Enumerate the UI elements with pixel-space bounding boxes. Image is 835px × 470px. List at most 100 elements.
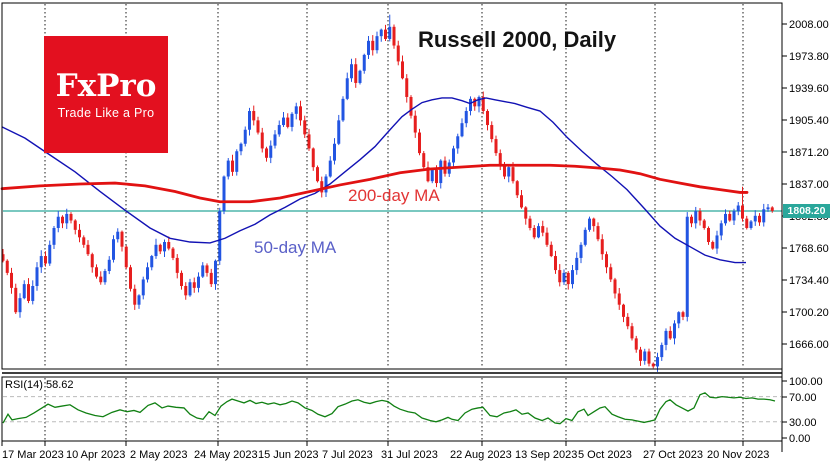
candle-body [528,218,532,228]
candle-body [452,148,455,163]
candle-body [384,29,387,39]
candle-body [269,145,273,158]
time-axis-label: 7 Jul 2023 [322,449,373,461]
candle-body [388,26,392,39]
candle-body [375,36,379,51]
candle-body [10,272,13,288]
candle-body [129,267,132,289]
candle-body [707,227,710,243]
candle-body [201,265,205,277]
candle-body [316,167,319,182]
candle-body [146,267,149,280]
candle-body [192,282,196,288]
candle-body [379,29,383,37]
candle-body [545,232,549,245]
candle-body [341,98,345,121]
candle-body [728,213,732,221]
candle-body [656,357,659,367]
candle-body [48,244,52,264]
candle-body [239,143,243,152]
candle-body [639,349,642,361]
candle-body [609,267,613,280]
candle-body [69,213,73,221]
price-axis-label: 1973.80 [789,51,829,63]
candle-body [481,96,485,112]
ma200-annotation: 200-day MA [348,186,440,205]
candle-body [367,40,370,55]
candle-body [396,45,400,62]
candle-body [575,257,579,271]
candle-body [405,78,409,97]
candle-body [371,40,375,51]
candle-body [758,215,761,223]
candle-body [571,270,574,285]
candle-body [558,270,562,283]
candle-body [413,115,417,133]
candle-body [290,113,294,127]
candle-body [702,220,706,228]
candle-body [719,223,723,236]
candle-body [243,129,247,144]
candle-body [477,96,481,107]
candle-body [137,295,141,305]
ma50-line [1,97,746,264]
candle-body [303,120,307,135]
candle-body [248,111,251,130]
candle-body [112,239,115,260]
candle-body [231,160,234,172]
candle-body [753,215,757,222]
candle-body [180,272,183,286]
candle-body [61,216,64,224]
candle-body [588,218,591,230]
candle-body [107,259,111,272]
candle-body [171,248,175,258]
candle-body [86,244,90,255]
candlestick-series [1,14,774,372]
time-axis-label: 2 May 2023 [130,449,187,461]
candle-body [745,218,749,228]
candle-body [418,132,421,154]
candle-body [473,98,477,107]
candle-body [605,254,608,268]
candle-body [277,125,281,135]
time-axis-label: 15 Jun 2023 [258,449,319,461]
candle-body [120,231,124,247]
current-price-tag: 1808.20 [783,204,830,218]
ma50-annotation: 50-day MA [254,238,337,257]
candle-body [749,221,753,228]
candle-body [273,134,277,146]
candle-body [235,151,239,172]
candle-body [265,148,268,158]
candle-body [566,272,570,285]
candle-body [154,244,158,257]
candle-body [1,254,5,261]
candle-body [617,293,621,305]
candle-body [541,226,545,233]
candle-body [520,195,523,208]
time-axis-label: 5 Oct 2023 [578,449,632,461]
candle-body [116,231,120,240]
time-axis-label: 13 Sep 2023 [515,449,577,461]
candle-body [464,111,468,124]
fxpro-logo: FxPro Trade Like a Pro [44,36,168,153]
candle-body [435,169,438,184]
time-axis-label: 24 May 2023 [194,449,258,461]
candle-body [256,120,260,133]
candle-body [150,256,154,268]
candle-body [732,211,736,221]
candle-body [294,106,298,114]
candle-body [549,244,553,257]
candle-body [205,265,209,273]
rsi-axis: 100.00 70.00 30.00 0.00 [782,376,823,445]
candle-body [218,211,222,261]
candle-body [99,276,103,283]
candle-body [409,96,413,116]
time-axis-label: 17 Mar 2023 [2,449,64,461]
candle-body [31,285,35,301]
candle-body [252,111,256,121]
candle-body [490,125,494,140]
candle-body [282,117,285,126]
candle-body [214,260,217,285]
candle-body [613,279,617,294]
